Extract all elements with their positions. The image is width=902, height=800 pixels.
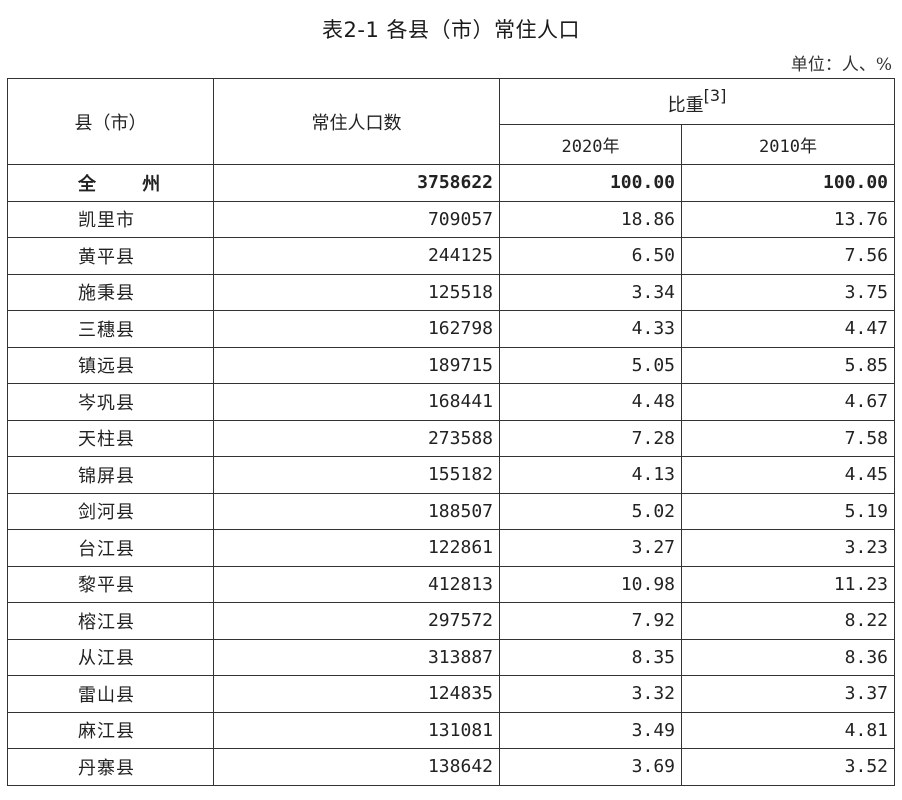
share-2010-cell: 4.67 (680, 383, 896, 421)
county-name: 黄平县 (7, 237, 214, 275)
table-row: 锦屏县 155182 4.13 4.45 (7, 456, 896, 494)
total-name: 全 州 (7, 164, 214, 202)
share-2010-cell: 5.19 (680, 492, 896, 530)
county-name: 雷山县 (7, 675, 214, 713)
population-cell: 125518 (213, 273, 500, 311)
table-row: 三穗县 162798 4.33 4.47 (7, 310, 896, 348)
share-2020-cell: 7.28 (499, 419, 682, 457)
header-share: 比重[3] (498, 78, 896, 125)
table-row: 剑河县 188507 5.02 5.19 (7, 492, 896, 530)
county-name: 台江县 (7, 529, 214, 567)
total-share-2010: 100.00 (680, 164, 896, 202)
share-2020-cell: 18.86 (499, 200, 682, 238)
share-2010-cell: 7.58 (680, 419, 896, 457)
population-cell: 313887 (213, 638, 500, 676)
share-2010-cell: 4.47 (680, 310, 896, 348)
header-county: 县（市） (7, 78, 214, 165)
county-name: 三穗县 (7, 310, 214, 348)
share-2010-cell: 7.56 (680, 237, 896, 275)
share-2020-cell: 3.69 (499, 748, 682, 786)
share-2010-cell: 4.81 (680, 711, 896, 749)
population-cell: 162798 (213, 310, 500, 348)
county-name: 黎平县 (7, 565, 214, 603)
table-row: 施秉县 125518 3.34 3.75 (7, 273, 896, 311)
share-2020-cell: 4.33 (499, 310, 682, 348)
share-2020-cell: 3.34 (499, 273, 682, 311)
share-2020-cell: 3.32 (499, 675, 682, 713)
population-cell: 168441 (213, 383, 500, 421)
table-row: 凯里市 709057 18.86 13.76 (7, 200, 896, 238)
population-cell: 273588 (213, 419, 500, 457)
table-row: 台江县 122861 3.27 3.23 (7, 529, 896, 567)
population-cell: 188507 (213, 492, 500, 530)
share-2020-cell: 6.50 (499, 237, 682, 275)
share-2020-cell: 10.98 (499, 565, 682, 603)
population-cell: 189715 (213, 346, 500, 384)
population-cell: 412813 (213, 565, 500, 603)
footnote-ref[interactable]: [3] (703, 86, 727, 105)
county-name: 天柱县 (7, 419, 214, 457)
county-name: 丹寨县 (7, 748, 214, 786)
population-cell: 122861 (213, 529, 500, 567)
header-population: 常住人口数 (213, 78, 500, 165)
total-share-2020: 100.00 (499, 164, 682, 202)
table-row: 黎平县 412813 10.98 11.23 (7, 565, 896, 603)
total-population: 3758622 (213, 164, 500, 202)
share-2020-cell: 5.02 (499, 492, 682, 530)
table-row: 榕江县 297572 7.92 8.22 (7, 602, 896, 640)
population-cell: 297572 (213, 602, 500, 640)
share-2020-cell: 4.13 (499, 456, 682, 494)
share-2010-cell: 8.36 (680, 638, 896, 676)
population-cell: 131081 (213, 711, 500, 749)
county-name: 凯里市 (7, 200, 214, 238)
table-row: 天柱县 273588 7.28 7.58 (7, 419, 896, 457)
population-cell: 709057 (213, 200, 500, 238)
share-2020-cell: 3.27 (499, 529, 682, 567)
county-name: 榕江县 (7, 602, 214, 640)
share-2010-cell: 13.76 (680, 200, 896, 238)
county-name: 镇远县 (7, 346, 214, 384)
population-cell: 155182 (213, 456, 500, 494)
share-2010-cell: 5.85 (680, 346, 896, 384)
population-cell: 244125 (213, 237, 500, 275)
table-row: 岑巩县 168441 4.48 4.67 (7, 383, 896, 421)
header-year-2020: 2020年 (499, 124, 682, 165)
table-row: 从江县 313887 8.35 8.36 (7, 638, 896, 676)
county-name: 岑巩县 (7, 383, 214, 421)
unit-label: 单位：人、% (790, 55, 892, 75)
share-2010-cell: 3.23 (680, 529, 896, 567)
table-row: 麻江县 131081 3.49 4.81 (7, 711, 896, 749)
share-2020-cell: 5.05 (499, 346, 682, 384)
population-table: 县（市） 常住人口数 比重[3] 2020年 2010年 全 州 3758622… (7, 78, 896, 786)
header-share-label: 比重 (667, 95, 704, 116)
table-title: 表2-1 各县（市）常住人口 (322, 18, 580, 42)
table-row: 镇远县 189715 5.05 5.85 (7, 346, 896, 384)
county-name: 施秉县 (7, 273, 214, 311)
share-2010-cell: 11.23 (680, 565, 896, 603)
share-2010-cell: 8.22 (680, 602, 896, 640)
share-2020-cell: 4.48 (499, 383, 682, 421)
total-row: 全 州 3758622 100.00 100.00 (7, 164, 896, 202)
county-name: 麻江县 (7, 711, 214, 749)
population-cell: 138642 (213, 748, 500, 786)
share-2020-cell: 3.49 (499, 711, 682, 749)
share-2010-cell: 4.45 (680, 456, 896, 494)
share-2010-cell: 3.75 (680, 273, 896, 311)
share-2020-cell: 7.92 (499, 602, 682, 640)
county-name: 锦屏县 (7, 456, 214, 494)
table-row: 丹寨县 138642 3.69 3.52 (7, 748, 896, 786)
share-2010-cell: 3.37 (680, 675, 896, 713)
share-2020-cell: 8.35 (499, 638, 682, 676)
population-cell: 124835 (213, 675, 500, 713)
county-name: 从江县 (7, 638, 214, 676)
table-row: 黄平县 244125 6.50 7.56 (7, 237, 896, 275)
share-2010-cell: 3.52 (680, 748, 896, 786)
table-row: 雷山县 124835 3.32 3.37 (7, 675, 896, 713)
county-name: 剑河县 (7, 492, 214, 530)
header-year-2010: 2010年 (680, 124, 896, 165)
